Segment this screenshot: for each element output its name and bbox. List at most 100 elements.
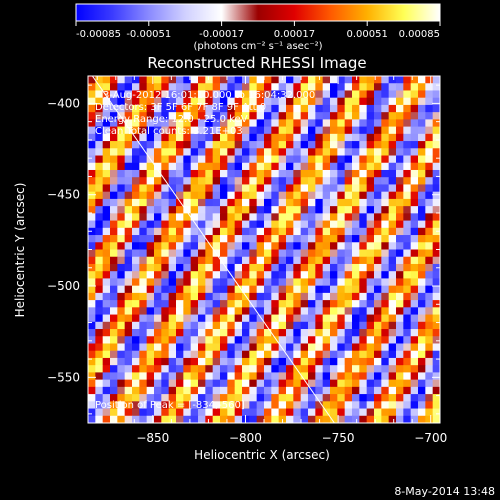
heatmap-cell bbox=[278, 169, 287, 178]
heatmap-cell bbox=[102, 329, 111, 337]
heatmap-cell bbox=[220, 90, 228, 99]
heatmap-cell bbox=[286, 90, 294, 99]
heatmap-cell bbox=[183, 76, 192, 84]
heatmap-cell bbox=[300, 372, 309, 381]
heatmap-cell bbox=[359, 321, 368, 330]
heatmap-cell bbox=[293, 307, 302, 315]
heatmap-cell bbox=[154, 394, 162, 402]
heatmap-cell bbox=[88, 386, 96, 395]
heatmap-cell bbox=[330, 357, 338, 366]
heatmap-cell bbox=[359, 206, 368, 214]
heatmap-cell bbox=[146, 90, 155, 99]
heatmap-cell bbox=[154, 256, 162, 265]
heatmap-cell bbox=[132, 372, 140, 381]
heatmap-cell bbox=[322, 206, 331, 214]
heatmap-cell bbox=[220, 278, 228, 287]
heatmap-cell bbox=[234, 394, 243, 402]
heatmap-cell bbox=[396, 357, 404, 366]
heatmap-cell bbox=[95, 242, 104, 250]
heatmap-cell bbox=[168, 76, 177, 84]
heatmap-cell bbox=[308, 191, 316, 200]
heatmap-cell bbox=[227, 235, 236, 243]
heatmap-cell bbox=[403, 235, 412, 243]
colorbar-tick-label: -0.00051 bbox=[126, 29, 171, 40]
heatmap-cell bbox=[366, 191, 375, 200]
heatmap-cell bbox=[278, 126, 287, 135]
heatmap-cell bbox=[374, 169, 382, 178]
heatmap-cell bbox=[198, 191, 206, 200]
heatmap-cell bbox=[388, 184, 397, 193]
heatmap-cell bbox=[198, 415, 206, 423]
heatmap-cell bbox=[102, 162, 111, 171]
heatmap-cell bbox=[139, 386, 148, 395]
heatmap-cell bbox=[234, 184, 243, 193]
heatmap-cell bbox=[227, 169, 236, 178]
heatmap-cell bbox=[286, 343, 294, 352]
heatmap-cell bbox=[154, 97, 162, 106]
heatmap-cell bbox=[190, 292, 199, 301]
heatmap-cell bbox=[124, 141, 133, 149]
heatmap-cell bbox=[300, 365, 309, 373]
heatmap-cell bbox=[300, 133, 309, 142]
heatmap-cell bbox=[410, 271, 419, 279]
heatmap-cell bbox=[168, 379, 177, 388]
heatmap-cell bbox=[102, 408, 111, 417]
heatmap-cell bbox=[168, 184, 177, 193]
heatmap-cell bbox=[300, 256, 309, 265]
heatmap-cell bbox=[381, 249, 390, 258]
heatmap-cell bbox=[198, 76, 206, 84]
heatmap-cell bbox=[374, 90, 382, 99]
heatmap-cell bbox=[88, 394, 96, 402]
heatmap-cell bbox=[102, 83, 111, 91]
heatmap-cell bbox=[212, 343, 221, 352]
heatmap-cell bbox=[139, 220, 148, 229]
heatmap-cell bbox=[388, 76, 397, 84]
heatmap-cell bbox=[432, 314, 440, 323]
heatmap-cell bbox=[242, 112, 250, 120]
heatmap-cell bbox=[234, 379, 243, 388]
heatmap-cell bbox=[278, 162, 287, 171]
heatmap-cell bbox=[256, 372, 265, 381]
heatmap-cell bbox=[359, 394, 368, 402]
heatmap-cell bbox=[352, 112, 360, 120]
heatmap-cell bbox=[161, 133, 170, 142]
heatmap-cell bbox=[330, 415, 338, 423]
heatmap-cell bbox=[418, 300, 426, 308]
heatmap-cell bbox=[168, 169, 177, 178]
heatmap-cell bbox=[432, 292, 440, 301]
heatmap-cell bbox=[396, 184, 404, 193]
heatmap-cell bbox=[337, 350, 346, 359]
heatmap-cell bbox=[286, 148, 294, 156]
heatmap-cell bbox=[264, 83, 272, 91]
heatmap-cell bbox=[359, 162, 368, 171]
heatmap-cell bbox=[425, 235, 434, 243]
heatmap-cell bbox=[139, 191, 148, 200]
heatmap-cell bbox=[132, 90, 140, 99]
heatmap-cell bbox=[374, 235, 382, 243]
heatmap-cell bbox=[352, 365, 360, 373]
heatmap-cell bbox=[212, 148, 221, 156]
heatmap-cell bbox=[198, 278, 206, 287]
heatmap-cell bbox=[337, 357, 346, 366]
heatmap-cell bbox=[161, 300, 170, 308]
heatmap-cell bbox=[161, 271, 170, 279]
heatmap-cell bbox=[102, 184, 111, 193]
heatmap-cell bbox=[352, 249, 360, 258]
colorbar bbox=[75, 3, 441, 22]
heatmap-cell bbox=[308, 372, 316, 381]
heatmap-cell bbox=[139, 300, 148, 308]
heatmap-cell bbox=[124, 83, 133, 91]
heatmap-cell bbox=[161, 83, 170, 91]
heatmap-cell bbox=[132, 220, 140, 229]
heatmap-cell bbox=[425, 155, 434, 164]
heatmap-cell bbox=[359, 256, 368, 265]
heatmap-cell bbox=[95, 148, 104, 156]
heatmap-cell bbox=[359, 227, 368, 236]
heatmap-cell bbox=[337, 104, 346, 113]
heatmap-cell bbox=[124, 97, 133, 106]
heatmap-cell bbox=[212, 271, 221, 279]
heatmap-cell bbox=[308, 177, 316, 185]
heatmap-cell bbox=[278, 292, 287, 301]
heatmap-cell bbox=[249, 148, 258, 156]
heatmap-cell bbox=[300, 415, 309, 423]
